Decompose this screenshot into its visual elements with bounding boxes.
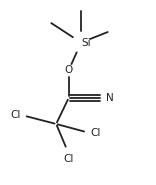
Text: O: O <box>65 65 73 75</box>
Text: Cl: Cl <box>10 110 20 120</box>
Text: Cl: Cl <box>90 128 101 138</box>
Text: Cl: Cl <box>63 154 74 164</box>
Text: Si: Si <box>81 38 91 48</box>
Text: N: N <box>106 93 114 103</box>
